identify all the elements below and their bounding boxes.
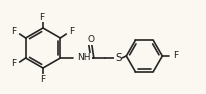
Text: F: F bbox=[12, 60, 17, 69]
Text: F: F bbox=[39, 13, 44, 22]
Text: F: F bbox=[173, 52, 178, 61]
Text: F: F bbox=[69, 28, 74, 36]
Text: F: F bbox=[40, 75, 46, 83]
Text: O: O bbox=[88, 36, 95, 44]
Text: NH: NH bbox=[77, 53, 91, 63]
Text: S: S bbox=[115, 53, 122, 63]
Text: F: F bbox=[12, 28, 17, 36]
